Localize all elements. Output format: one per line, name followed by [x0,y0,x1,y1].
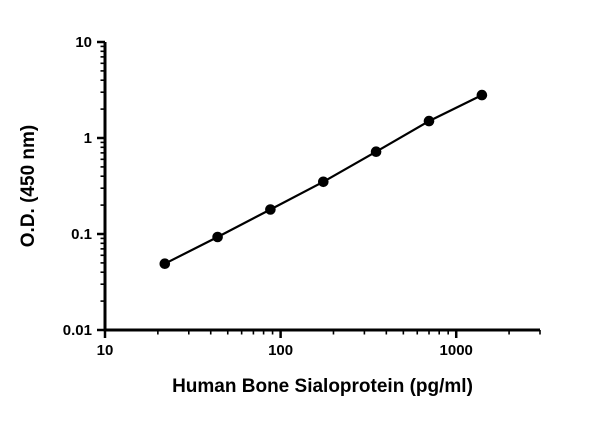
y-tick-label: 0.1 [71,226,92,243]
y-axis-title: O.D. (450 nm) [18,125,39,247]
data-point [370,146,382,157]
x-axis-title: Human Bone Sialoprotein (pg/ml) [172,376,473,397]
data-point [476,89,488,101]
data-point [159,258,171,270]
y-tick-label: 0.01 [63,322,92,339]
data-point [212,231,223,243]
x-tick-label: 1000 [440,342,473,359]
x-tick-label: 100 [268,342,293,359]
y-tick-label: 1 [84,130,92,147]
y-tick-label: 10 [75,34,92,51]
data-point [423,115,435,127]
data-point [318,176,329,188]
x-tick-label: 10 [97,342,114,359]
data-point [265,204,276,215]
